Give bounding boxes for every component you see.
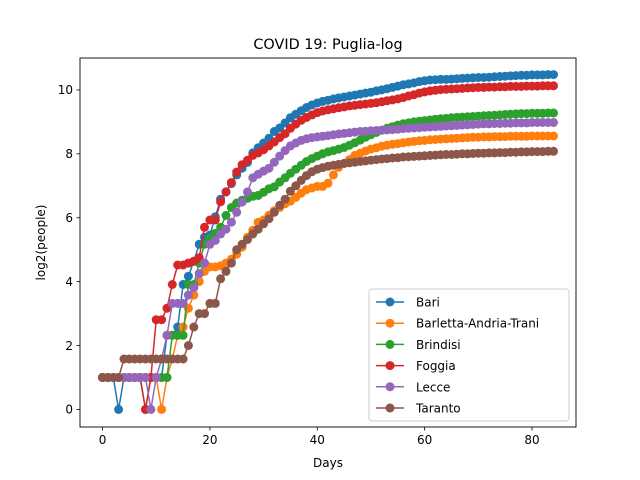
legend-marker <box>385 361 395 371</box>
x-tick-label: 0 <box>99 433 107 447</box>
plot-frame <box>79 57 577 428</box>
legend-label: Lecce <box>416 380 450 394</box>
data-point-barletta-andria-trani <box>549 131 558 141</box>
data-point-foggia <box>200 222 209 232</box>
legend-label: Taranto <box>415 402 461 416</box>
data-point-taranto <box>183 341 193 350</box>
legend-label: Barletta-Andria-Trani <box>416 317 539 331</box>
data-point-lecce <box>221 224 231 234</box>
legend-marker <box>385 403 395 413</box>
data-point-foggia <box>216 197 226 207</box>
legend-item-lecce: Lecce <box>376 380 450 394</box>
data-point-bari <box>549 70 558 80</box>
series-layer <box>98 70 558 414</box>
data-point-bari <box>114 404 124 414</box>
data-point-bari <box>183 271 193 281</box>
x-tick-label: 20 <box>202 433 217 447</box>
data-point-taranto <box>216 274 226 284</box>
data-point-barletta-andria-trani <box>178 322 188 332</box>
data-point-taranto <box>264 214 274 224</box>
y-tick-label: 6 <box>65 211 73 225</box>
data-point-brindisi <box>549 108 558 118</box>
data-point-barletta-andria-trani <box>323 178 333 188</box>
data-point-foggia <box>549 81 558 91</box>
legend-frame <box>368 288 570 422</box>
data-point-lecce <box>151 373 161 382</box>
legend-label: Bari <box>416 296 440 310</box>
data-point-lecce <box>162 330 172 340</box>
legend: Bari Barletta-Andria-Trani Brindisi Foggia L… <box>368 288 570 422</box>
data-point-foggia <box>226 178 236 188</box>
data-point-brindisi <box>178 330 188 340</box>
data-point-taranto <box>549 146 558 156</box>
data-point-brindisi <box>221 211 231 220</box>
data-point-barletta-andria-trani <box>328 170 338 180</box>
legend-item-taranto: Taranto <box>376 402 461 416</box>
data-point-lecce <box>141 373 150 382</box>
data-point-lecce <box>194 269 204 279</box>
data-point-lecce <box>146 404 156 414</box>
x-tick-label: 80 <box>524 433 539 447</box>
y-axis: 0 2 4 6 8 10 <box>58 83 80 417</box>
y-tick-label: 8 <box>65 147 73 161</box>
data-point-foggia <box>232 167 242 177</box>
data-point-lecce <box>264 163 274 173</box>
data-point-taranto <box>114 373 124 382</box>
data-point-taranto <box>210 298 220 308</box>
x-tick-label: 60 <box>417 433 432 447</box>
series-taranto <box>98 146 558 382</box>
data-point-foggia <box>221 187 231 197</box>
data-point-foggia <box>157 315 167 325</box>
data-point-lecce <box>243 187 252 197</box>
legend-marker <box>385 339 395 349</box>
data-point-taranto <box>280 194 290 204</box>
legend-item-brindisi: Brindisi <box>376 338 461 352</box>
y-tick-label: 10 <box>58 83 73 97</box>
data-point-barletta-andria-trani <box>157 404 167 414</box>
data-point-lecce <box>275 151 285 161</box>
y-tick-label: 0 <box>65 403 73 417</box>
data-point-taranto <box>221 266 231 276</box>
data-point-lecce <box>183 290 193 300</box>
data-point-taranto <box>200 309 209 319</box>
data-point-taranto <box>275 200 285 210</box>
data-point-lecce <box>237 197 247 207</box>
legend-label: Foggia <box>416 359 456 373</box>
legend-marker <box>385 318 395 328</box>
y-axis-label: log2(people) <box>34 205 48 281</box>
data-point-taranto <box>269 207 279 217</box>
data-point-taranto <box>226 258 236 268</box>
data-point-taranto <box>178 354 188 364</box>
data-point-lecce <box>269 157 279 167</box>
legend-item-barletta-andria-trani: Barletta-Andria-Trani <box>376 317 539 331</box>
y-tick-label: 2 <box>65 339 73 353</box>
x-axis-label: Days <box>313 456 343 470</box>
y-tick-label: 4 <box>65 275 73 289</box>
x-axis: 0 20 40 60 80 <box>99 427 540 447</box>
legend-label: Brindisi <box>416 338 461 352</box>
data-point-brindisi <box>162 373 172 382</box>
legend-item-bari: Bari <box>376 296 440 310</box>
data-point-lecce <box>226 217 236 227</box>
data-point-foggia <box>210 215 220 225</box>
data-point-taranto <box>189 322 199 332</box>
series-lecce <box>98 118 558 414</box>
data-point-lecce <box>189 283 199 293</box>
legend-marker <box>385 297 395 307</box>
data-point-lecce <box>178 298 188 308</box>
legend-item-foggia: Foggia <box>376 359 456 373</box>
data-point-lecce <box>200 258 209 268</box>
data-point-lecce <box>549 118 558 127</box>
data-point-lecce <box>210 235 220 245</box>
chart-title: COVID 19: Puglia-log <box>253 37 402 53</box>
data-point-foggia <box>167 280 177 289</box>
data-point-lecce <box>232 207 242 217</box>
x-tick-label: 40 <box>310 433 325 447</box>
legend-marker <box>385 382 395 392</box>
